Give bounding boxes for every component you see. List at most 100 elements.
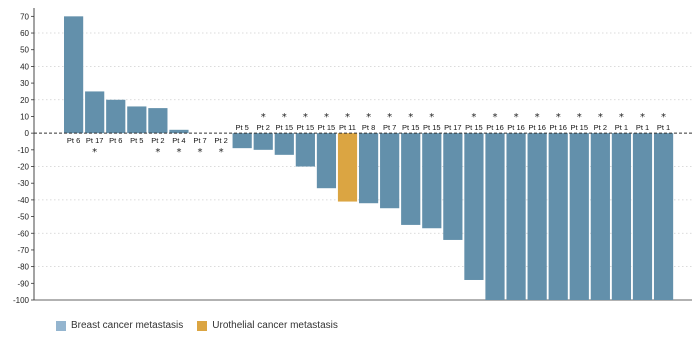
legend-label-urothelial: Urothelial cancer metastasis [212, 320, 338, 331]
bar-label: Pt 2 [257, 123, 270, 132]
significance-star: * [619, 112, 624, 123]
legend-item-breast: Breast cancer metastasis [56, 320, 183, 331]
bar [64, 16, 84, 134]
bar [274, 133, 294, 155]
legend: Breast cancer metastasis Urothelial canc… [56, 320, 344, 331]
significance-star: * [640, 112, 645, 123]
bar-label: Pt 7 [383, 123, 396, 132]
significance-star: * [176, 147, 181, 158]
bar-label: Pt 6 [67, 136, 80, 145]
bar [569, 133, 589, 300]
bar [422, 133, 442, 229]
y-tick-label: -20 [17, 163, 29, 172]
bar [590, 133, 610, 300]
bar-label: Pt 15 [276, 123, 294, 132]
y-tick-label: -30 [17, 179, 29, 188]
bar [85, 91, 105, 134]
significance-star: * [556, 112, 561, 123]
bar-label: Pt 8 [362, 123, 375, 132]
legend-label-breast: Breast cancer metastasis [71, 320, 184, 331]
bar [295, 133, 315, 167]
bar [148, 108, 168, 134]
bar [380, 133, 400, 209]
bar [443, 133, 463, 240]
bar-label: Pt 1 [657, 123, 670, 132]
bar-label: Pt 15 [318, 123, 336, 132]
significance-star: * [471, 112, 476, 123]
bar-label: Pt 16 [507, 123, 525, 132]
bar [464, 133, 484, 280]
y-tick-label: 20 [20, 96, 29, 105]
bar-label: Pt 5 [235, 123, 248, 132]
bar-label: Pt 1 [615, 123, 628, 132]
bar-label: Pt 4 [172, 136, 185, 145]
bar [316, 133, 337, 189]
y-tick-label: -40 [17, 196, 29, 205]
bar [653, 133, 674, 300]
bar-label: Pt 16 [549, 123, 567, 132]
y-tick-label: 30 [20, 79, 29, 88]
bar [506, 133, 526, 300]
bar-label: Pt 17 [444, 123, 462, 132]
bar-label: Pt 5 [130, 136, 143, 145]
bar-label: Pt 16 [528, 123, 546, 132]
bar [337, 133, 358, 202]
significance-star: * [366, 112, 371, 123]
bar [253, 133, 273, 150]
significance-star: * [661, 112, 666, 123]
significance-star: * [535, 112, 540, 123]
significance-star: * [408, 112, 413, 123]
bar-label: Pt 1 [636, 123, 649, 132]
bar-label: Pt 2 [214, 136, 227, 145]
bar-label: Pt 16 [486, 123, 504, 132]
bar-label: Pt 2 [594, 123, 607, 132]
bar [527, 133, 547, 300]
bar-label: Pt 7 [193, 136, 206, 145]
legend-swatch-urothelial [197, 320, 208, 331]
bar-label: Pt 2 [151, 136, 164, 145]
bar [401, 133, 421, 225]
significance-star: * [282, 112, 287, 123]
significance-star: * [155, 147, 160, 158]
bar-label: Pt 15 [423, 123, 441, 132]
bar-label: Pt 15 [402, 123, 420, 132]
waterfall-chart: 70 60 50 40 30 20 10 0 -10 -20 -30 -40 -50 -60 -70 -80 -… [13, 8, 692, 305]
significance-star: * [514, 112, 519, 123]
significance-star: * [598, 112, 603, 123]
significance-star: * [387, 112, 392, 123]
y-tick-label: -50 [17, 213, 29, 222]
bar [169, 129, 189, 134]
bar [106, 99, 126, 134]
y-tick-label: 70 [20, 12, 29, 21]
y-tick-label: -90 [17, 279, 29, 288]
bar-label: Pt 15 [571, 123, 589, 132]
significance-star: * [577, 112, 582, 123]
bar [358, 133, 379, 204]
bar-label: Pt 6 [109, 136, 122, 145]
y-tick-label: 10 [20, 112, 29, 121]
significance-star: * [493, 112, 498, 123]
bar-label: Pt 11 [339, 123, 356, 132]
significance-star: * [198, 147, 203, 158]
bar [611, 133, 632, 300]
bar-label: Pt 15 [465, 123, 483, 132]
bar-label: Pt 15 [297, 123, 315, 132]
bar [232, 133, 252, 149]
bar [127, 106, 147, 134]
y-tick-label: 40 [20, 62, 29, 71]
y-tick-label: -70 [17, 246, 29, 255]
legend-item-urothelial: Urothelial cancer metastasis [197, 320, 338, 331]
significance-star: * [303, 112, 308, 123]
y-tick-label: 0 [25, 129, 30, 138]
significance-star: * [92, 147, 97, 158]
significance-star: * [324, 112, 329, 123]
significance-star: * [345, 112, 350, 123]
bar [632, 133, 653, 300]
significance-star: * [429, 112, 434, 123]
y-tick-label: -10 [17, 146, 29, 155]
legend-swatch-breast [56, 320, 66, 331]
y-tick-label: -60 [17, 229, 29, 238]
y-tick-label: -80 [17, 263, 29, 272]
significance-star: * [261, 112, 266, 123]
